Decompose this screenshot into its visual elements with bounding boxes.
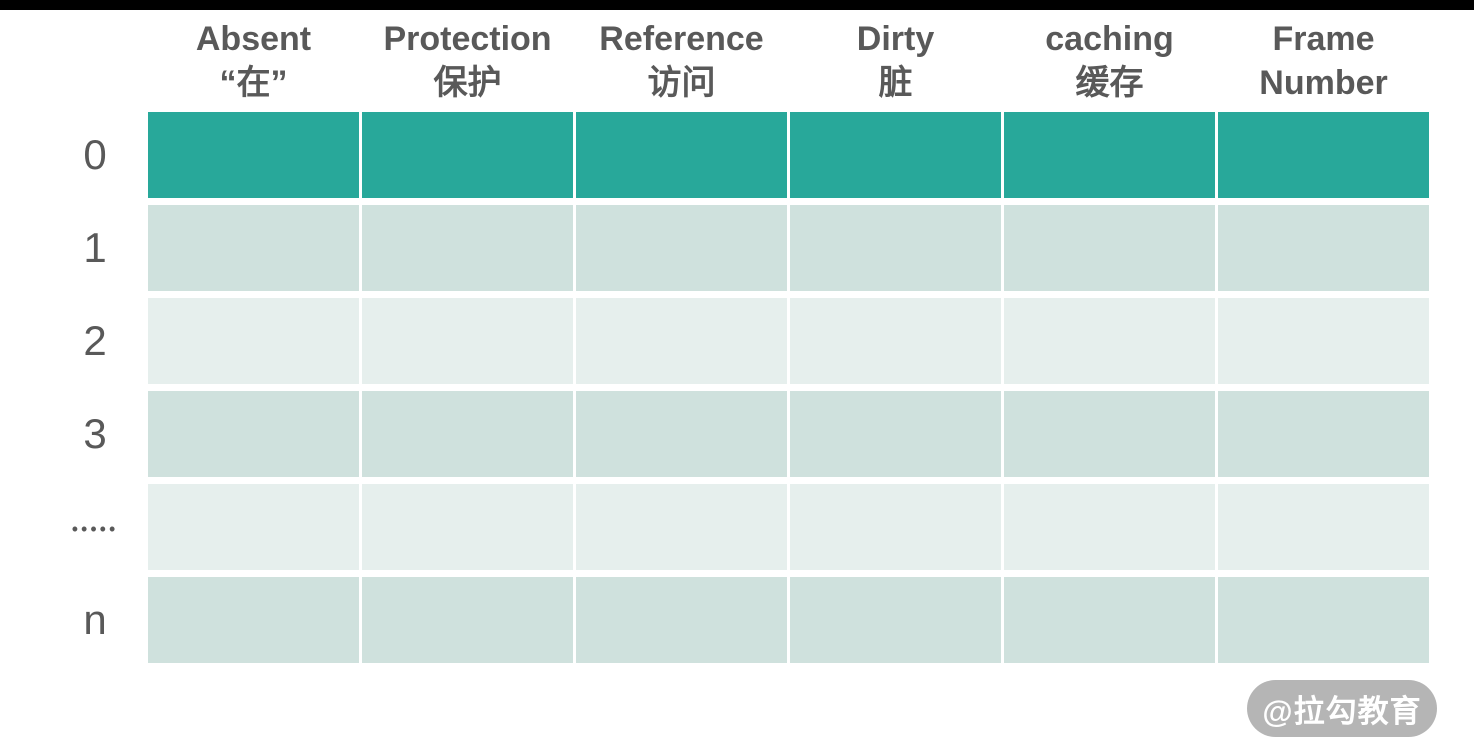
table-cell: [148, 205, 359, 291]
table-cell: [576, 391, 787, 477]
table-cell: [576, 298, 787, 384]
table-cell: [1004, 112, 1215, 198]
row-label-0: 0: [83, 131, 107, 178]
table-cell: [362, 577, 573, 663]
row-label-2: 2: [83, 317, 107, 364]
table-cell: [148, 112, 359, 198]
column-header-caching: caching 缓存: [1004, 10, 1215, 105]
table-cell: [790, 577, 1001, 663]
table-cell: [1218, 205, 1429, 291]
table-cell: [362, 205, 573, 291]
table-cell: [362, 112, 573, 198]
row-label-n: n: [83, 596, 107, 643]
watermark-badge: @拉勾教育: [1247, 680, 1437, 737]
column-header-reference: Reference 访问: [576, 10, 787, 105]
column-header-absent-zh: “在”: [219, 63, 288, 102]
table-cell: [790, 112, 1001, 198]
table-cell: [576, 205, 787, 291]
column-header-frame-number-line1: Frame: [1272, 19, 1375, 58]
header-corner-spacer: [0, 10, 145, 105]
row-label-ellipsis: •••••: [71, 518, 119, 539]
column-header-protection-zh: 保护: [433, 63, 502, 102]
table-cell: [790, 205, 1001, 291]
table-cell: [576, 577, 787, 663]
table-cell: [1218, 298, 1429, 384]
column-header-caching-en: caching: [1045, 19, 1174, 58]
table-cell: [148, 298, 359, 384]
column-header-frame-number: Frame Number: [1218, 10, 1429, 105]
table-cell: [576, 484, 787, 570]
column-header-protection-en: Protection: [383, 19, 552, 58]
column-header-reference-zh: 访问: [647, 63, 716, 102]
column-header-frame-number-line2: Number: [1259, 63, 1388, 102]
table-cell: [1218, 484, 1429, 570]
table-cell: [790, 391, 1001, 477]
column-header-caching-zh: 缓存: [1075, 63, 1144, 102]
table-cell: [362, 298, 573, 384]
table-cell: [148, 484, 359, 570]
column-header-dirty: Dirty 脏: [790, 10, 1001, 105]
column-header-dirty-en: Dirty: [856, 19, 935, 58]
table-cell: [1004, 205, 1215, 291]
table-cell: [362, 391, 573, 477]
column-header-dirty-zh: 脏: [878, 63, 913, 102]
column-header-reference-en: Reference: [599, 19, 764, 58]
table-cell: [362, 484, 573, 570]
table-cell: [1218, 112, 1429, 198]
column-header-protection: Protection 保护: [362, 10, 573, 105]
row-label-3: 3: [83, 410, 107, 457]
table-cell: [148, 577, 359, 663]
table-cell: [790, 298, 1001, 384]
watermark-text: @拉勾教育: [1262, 694, 1422, 729]
table-cell: [1004, 391, 1215, 477]
table-cell: [1218, 577, 1429, 663]
row-label-1: 1: [83, 224, 107, 271]
table-cell: [1004, 298, 1215, 384]
table-cell: [576, 112, 787, 198]
table-cell: [1218, 391, 1429, 477]
column-header-absent-en: Absent: [195, 19, 312, 58]
table-cell: [790, 484, 1001, 570]
table-cell: [148, 391, 359, 477]
column-header-absent: Absent “在”: [148, 10, 359, 105]
top-bar: [0, 0, 1474, 10]
table-cell: [1004, 484, 1215, 570]
table-cell: [1004, 577, 1215, 663]
page-table-diagram: Absent “在” Protection 保护 Reference 访问 Di…: [0, 10, 1429, 663]
